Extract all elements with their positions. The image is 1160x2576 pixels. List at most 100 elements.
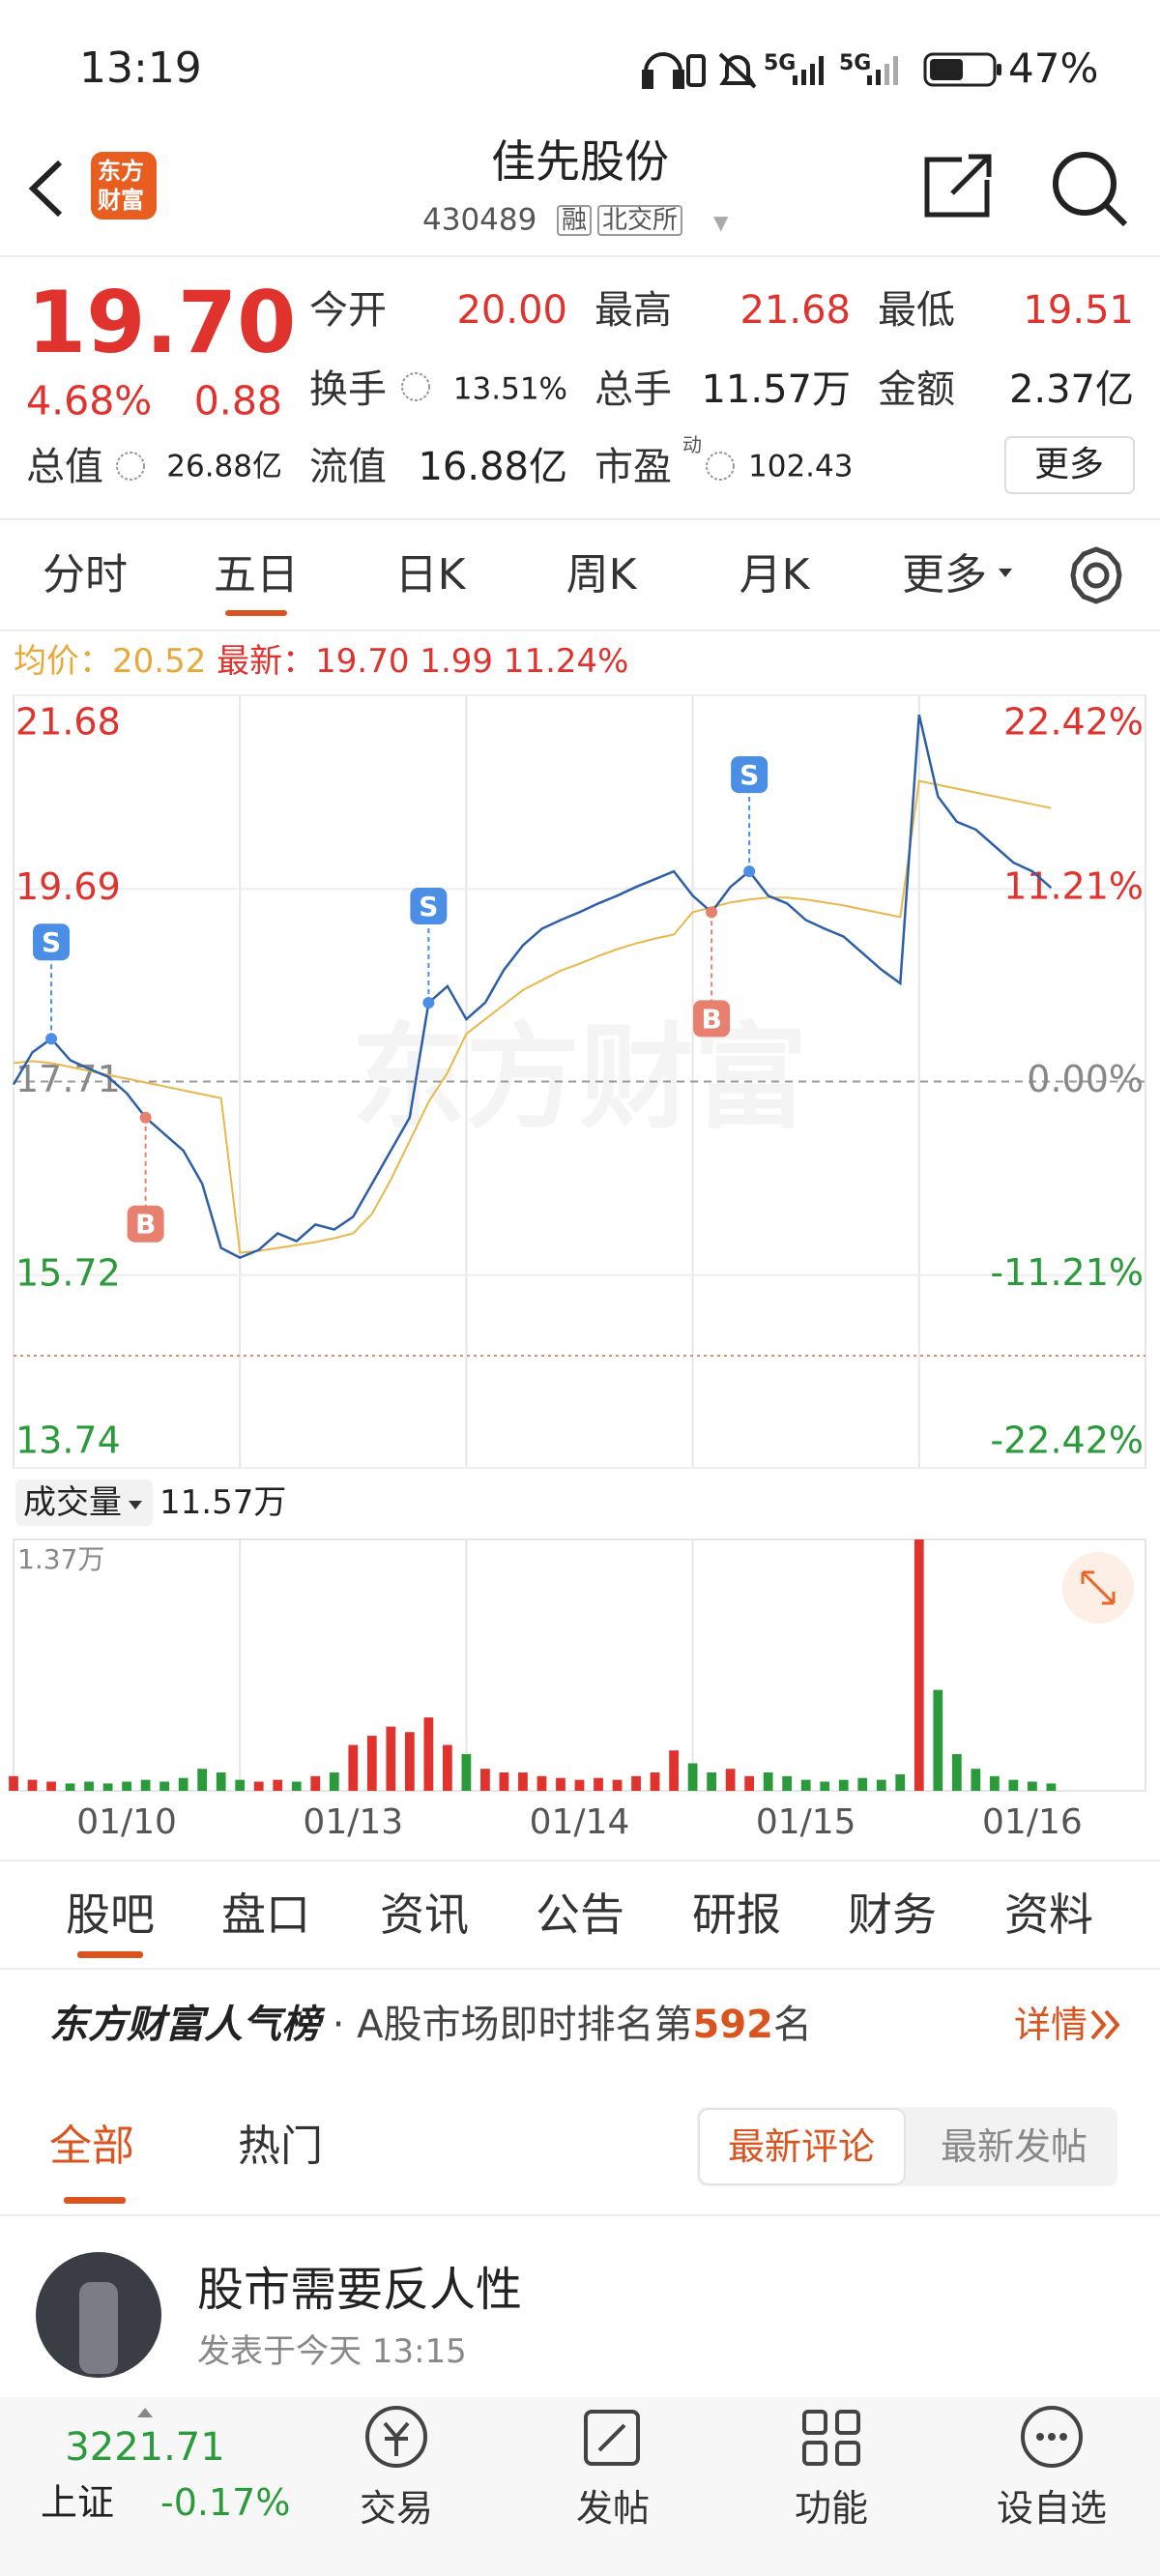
- volume-bar: [216, 1772, 226, 1791]
- details-link[interactable]: 详情: [1013, 2004, 1088, 2046]
- y-tick-label: 21.68: [15, 701, 121, 744]
- field-label: 市盈: [594, 445, 672, 489]
- more-button-label[interactable]: 更多: [1033, 445, 1105, 484]
- chart-info: 均价：20.52 最新：19.70 1.99 11.24%: [14, 645, 628, 678]
- more-button[interactable]: [1004, 436, 1135, 494]
- latest-change-pct: 11.24%: [503, 642, 629, 681]
- feed-tab[interactable]: 热门: [238, 2122, 323, 2171]
- index-change[interactable]: -0.17%: [160, 2481, 291, 2524]
- volume-bar: [782, 1775, 793, 1791]
- volume-bar: [46, 1781, 56, 1791]
- nav-item[interactable]: 设自选: [996, 2487, 1108, 2530]
- x-tick-label: 01/16: [982, 1802, 1083, 1842]
- volume-bar: [253, 1781, 264, 1791]
- annotation-label: S: [740, 759, 759, 791]
- y2-tick-label: -11.21%: [990, 1251, 1144, 1294]
- field-label: 总手: [594, 367, 672, 412]
- sort-option[interactable]: 最新发帖: [940, 2125, 1088, 2168]
- volume-bar: [951, 1754, 962, 1791]
- feed-tab[interactable]: 全部: [49, 2122, 134, 2171]
- volume-bar: [631, 1775, 641, 1791]
- post-author[interactable]: 股市需要反人性: [197, 2263, 523, 2317]
- volume-total: 11.57万: [160, 1483, 287, 1522]
- field-value: 13.51%: [452, 371, 567, 407]
- annotation-point: [743, 865, 756, 878]
- volume-bar: [291, 1781, 302, 1791]
- annotation-badge: [731, 756, 768, 794]
- active-period-underline: [225, 610, 287, 616]
- field-value: 16.88亿: [418, 445, 567, 489]
- nav-item[interactable]: 交易: [359, 2487, 434, 2530]
- volume-bar: [310, 1775, 321, 1791]
- nav-item[interactable]: 功能: [794, 2487, 869, 2530]
- period-tab[interactable]: 五日: [214, 550, 299, 600]
- volume-bar: [499, 1772, 509, 1791]
- divider: [0, 2214, 1160, 2216]
- volume-bar: [556, 1777, 566, 1791]
- section-tab[interactable]: 研报: [692, 1888, 781, 1941]
- section-tab[interactable]: 盘口: [221, 1888, 310, 1941]
- logo-text: 东方: [98, 158, 144, 185]
- annotation-badge: [127, 1205, 164, 1243]
- section-tab[interactable]: 资料: [1004, 1888, 1093, 1941]
- volume-title[interactable]: 成交量: [23, 1483, 122, 1522]
- sort-active[interactable]: [698, 2108, 906, 2185]
- field-value: 21.68: [740, 288, 851, 333]
- y-tick-label: 15.72: [15, 1251, 121, 1294]
- field-label: 换手: [309, 367, 387, 412]
- annotation-badge: [693, 1000, 731, 1038]
- index-name[interactable]: 上证: [41, 2481, 115, 2524]
- field-label: 总值: [26, 445, 103, 489]
- volume-bar: [197, 1769, 208, 1791]
- volume-bar: [989, 1775, 1000, 1791]
- volume-bar: [744, 1775, 755, 1791]
- latest-label: 最新：: [217, 642, 316, 681]
- annotation-label: S: [419, 891, 438, 922]
- share-icon[interactable]: [924, 154, 992, 218]
- battery-level: 47%: [1008, 44, 1099, 92]
- volume-bar: [122, 1781, 131, 1791]
- volume-bar: [9, 1775, 18, 1791]
- nav-item[interactable]: 发帖: [575, 2487, 651, 2530]
- volume-bar: [971, 1769, 981, 1791]
- index-value[interactable]: 3221.71: [65, 2425, 225, 2470]
- period-tab[interactable]: 日K: [394, 550, 466, 600]
- back-icon[interactable]: [28, 160, 63, 218]
- y2-tick-label: 22.42%: [1003, 701, 1144, 744]
- sort-option[interactable]: 最新评论: [727, 2125, 876, 2168]
- period-tab[interactable]: 月K: [739, 550, 810, 600]
- section-tab[interactable]: 股吧: [66, 1888, 155, 1941]
- signal-bars: [793, 56, 898, 85]
- volume-caret: [129, 1501, 142, 1509]
- search-icon[interactable]: [1053, 152, 1128, 227]
- settings-icon[interactable]: [1070, 546, 1122, 604]
- volume-bar: [536, 1775, 547, 1791]
- volume-bar: [84, 1781, 94, 1791]
- section-tab[interactable]: 财务: [848, 1888, 937, 1941]
- post-time: 发表于今天 13:15: [197, 2332, 467, 2371]
- section-tab[interactable]: 资讯: [380, 1888, 469, 1941]
- section-tab[interactable]: 公告: [536, 1888, 624, 1941]
- annotation-point: [706, 906, 718, 919]
- volume-bar: [423, 1717, 434, 1791]
- x-tick-label: 01/13: [303, 1802, 403, 1842]
- battery: [923, 52, 1001, 87]
- volume-bar: [914, 1539, 924, 1791]
- volume-bar: [707, 1772, 716, 1791]
- volume-bar: [160, 1781, 170, 1791]
- volume-frame: [13, 1538, 1146, 1792]
- volume-bar: [348, 1744, 359, 1791]
- period-tab[interactable]: 周K: [566, 550, 637, 600]
- popularity-brand: 东方财富人气榜: [49, 2003, 320, 2047]
- field-value: 102.43: [748, 449, 854, 484]
- divider: [0, 255, 1160, 257]
- period-tab[interactable]: 分时: [43, 550, 128, 600]
- divider: [0, 629, 1160, 631]
- annotation-point: [422, 996, 435, 1009]
- annotation-label: B: [701, 1003, 721, 1035]
- field-value: 20.00: [456, 288, 567, 333]
- volume-bar: [366, 1736, 377, 1791]
- field-value: 11.57万: [701, 367, 851, 412]
- period-tab[interactable]: 更多: [902, 550, 987, 600]
- tag: 北交所: [597, 205, 683, 236]
